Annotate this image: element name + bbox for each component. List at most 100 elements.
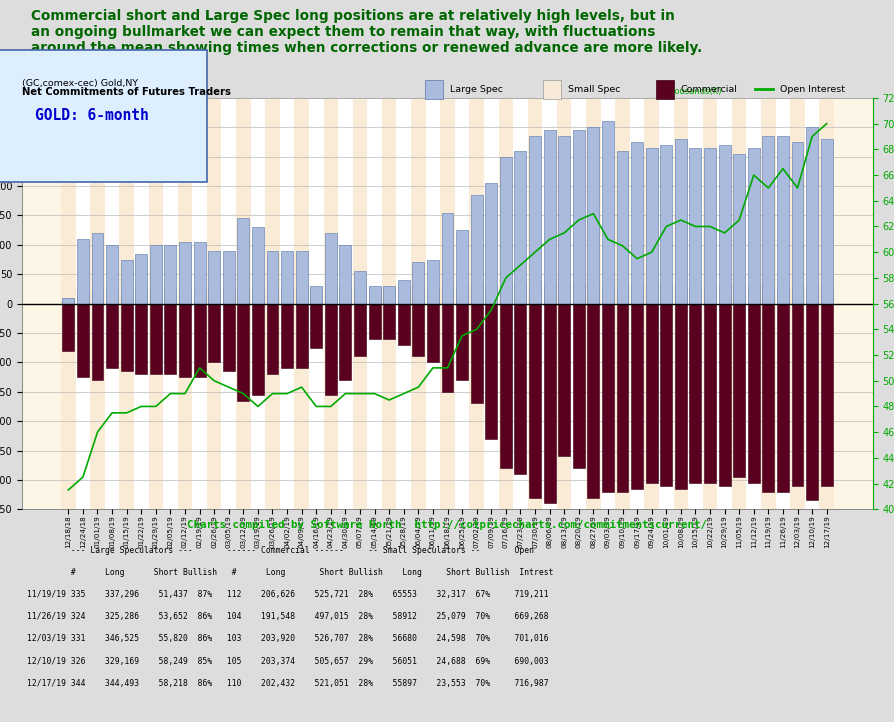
Bar — [368, 287, 380, 304]
Bar — [280, 98, 294, 509]
Bar — [91, 289, 104, 304]
Bar — [295, 304, 308, 368]
Text: Large Spec: Large Spec — [450, 84, 502, 94]
Bar — [527, 98, 542, 509]
Bar — [660, 145, 671, 304]
Bar — [805, 284, 817, 304]
Bar — [485, 183, 497, 304]
Text: 11/19/19 335    337,296    51,437  87%   112    206,626    525,721  28%    65553: 11/19/19 335 337,296 51,437 87% 112 206,… — [27, 591, 548, 599]
Bar — [456, 286, 468, 304]
Bar — [354, 286, 366, 304]
Bar — [470, 195, 482, 304]
Bar — [193, 242, 206, 304]
Bar — [325, 304, 336, 395]
Bar — [542, 98, 556, 509]
Bar — [602, 304, 613, 492]
Bar — [397, 304, 409, 344]
Bar — [61, 98, 75, 509]
Bar — [658, 98, 673, 509]
Bar — [63, 297, 74, 304]
Bar — [468, 98, 484, 509]
Bar — [688, 284, 701, 304]
Bar — [383, 304, 395, 339]
Bar — [237, 219, 249, 304]
Bar — [629, 98, 644, 509]
Text: (GC,comex-cec) Gold,NY: (GC,comex-cec) Gold,NY — [22, 79, 139, 87]
Bar — [704, 284, 715, 304]
Bar — [485, 304, 497, 439]
Bar — [221, 98, 236, 509]
Bar — [223, 304, 234, 371]
Bar — [207, 98, 221, 509]
Bar — [790, 142, 803, 304]
Bar — [762, 304, 773, 492]
Bar — [106, 289, 118, 304]
Bar — [602, 121, 613, 304]
Text: Small Spec: Small Spec — [567, 84, 620, 94]
Bar — [528, 283, 540, 304]
Text: Charts compiled by Software North  http://cotpricecharts.com/commitmentscurrent/: Charts compiled by Software North http:/… — [187, 520, 707, 530]
Bar — [281, 304, 292, 368]
Bar — [630, 142, 643, 304]
Bar — [586, 283, 599, 304]
Bar — [251, 304, 264, 395]
Bar — [586, 127, 599, 304]
Bar — [600, 98, 614, 509]
Bar — [412, 304, 424, 357]
Bar — [425, 79, 443, 99]
Bar — [776, 136, 788, 304]
Bar — [382, 98, 396, 509]
Bar — [746, 98, 760, 509]
Bar — [90, 98, 105, 509]
Bar — [148, 98, 163, 509]
Bar — [77, 292, 89, 304]
Bar — [790, 304, 803, 486]
Bar — [179, 242, 190, 304]
Bar — [383, 287, 395, 304]
Bar — [558, 136, 569, 304]
Bar — [470, 304, 482, 404]
Bar — [645, 304, 657, 483]
Bar — [412, 287, 424, 304]
Bar — [134, 98, 148, 509]
Bar — [426, 259, 438, 304]
Text: Commercial: Commercial — [679, 84, 737, 94]
Bar — [339, 304, 351, 380]
Bar — [251, 227, 264, 304]
Bar — [645, 284, 657, 304]
Bar — [732, 154, 745, 304]
Bar — [251, 289, 264, 304]
Bar — [179, 289, 190, 304]
Bar — [556, 98, 571, 509]
Bar — [325, 286, 336, 304]
Bar — [572, 283, 584, 304]
Bar — [572, 130, 584, 304]
Bar — [747, 148, 759, 304]
Bar — [673, 98, 687, 509]
Bar — [776, 284, 788, 304]
Bar — [310, 286, 322, 304]
Bar — [368, 304, 380, 339]
Bar — [266, 287, 278, 304]
Bar — [91, 233, 104, 304]
Bar — [281, 287, 292, 304]
Bar — [804, 98, 819, 509]
Bar — [105, 98, 119, 509]
Bar — [702, 98, 716, 509]
Bar — [149, 245, 162, 304]
Bar — [63, 297, 74, 304]
Bar — [208, 289, 220, 304]
Bar — [820, 139, 831, 304]
Bar — [542, 79, 561, 99]
Bar — [760, 98, 775, 509]
Bar — [323, 98, 338, 509]
Bar — [558, 304, 569, 456]
Bar — [179, 304, 190, 377]
Bar — [499, 157, 511, 304]
Bar — [688, 304, 701, 483]
Text: 12/17/19 344    344,493    58,218  86%   110    202,432    521,051  28%    55897: 12/17/19 344 344,493 58,218 86% 110 202,… — [27, 679, 548, 687]
Bar — [250, 98, 265, 509]
Bar — [295, 287, 308, 304]
Bar — [178, 98, 192, 509]
Bar — [616, 284, 628, 304]
